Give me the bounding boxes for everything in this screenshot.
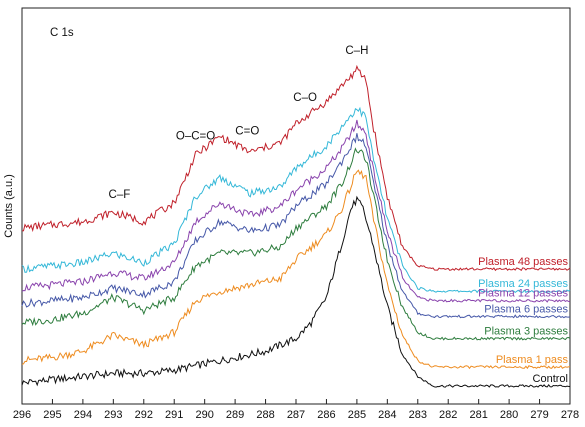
series-label: Plasma 12 passes [478,288,568,300]
series-label: Plasma 3 passes [484,326,568,338]
x-tick-label: 294 [74,409,92,421]
x-tick-label: 278 [561,409,579,421]
series-line-plasma-6-passes [21,133,571,319]
series-label: Plasma 6 passes [484,303,568,315]
series-line-plasma-24-passes [21,106,571,294]
x-tick-label: 296 [13,409,31,421]
peak-annotation: O–C=O [176,130,215,142]
series-line-plasma-12-passes [21,119,571,303]
peak-annotation: C–O [293,92,317,104]
peak-annotations: C–F O–C=O C=O C–O C–H [109,45,369,201]
x-tick-label: 281 [469,409,487,421]
x-tick-label: 295 [43,409,61,421]
y-axis-title: Counts (a.u.) [3,174,15,238]
peak-annotation: C=O [235,126,259,138]
series-layer [21,64,571,388]
series-line-control [21,195,571,388]
series-label: Control [533,373,568,385]
x-tick-label: 285 [348,409,366,421]
series-label: Plasma 1 pass [496,354,569,366]
panel-label: C 1s [50,27,74,39]
x-axis-ticks: 296 295 294 293 292 291 290 289 288 287 286 285 284 2… [13,399,579,421]
x-tick-label: 283 [409,409,427,421]
x-tick-label: 280 [500,409,518,421]
x-tick-label: 291 [165,409,183,421]
x-tick-label: 282 [439,409,457,421]
x-tick-label: 293 [104,409,122,421]
x-tick-label: 289 [226,409,244,421]
series-label: Plasma 48 passes [478,256,568,268]
series-line-plasma-1-pass [21,169,571,370]
x-tick-label: 284 [378,409,396,421]
peak-annotation: C–F [109,189,131,201]
x-tick-label: 287 [287,409,305,421]
x-tick-label: 290 [195,409,213,421]
x-tick-label: 288 [256,409,274,421]
x-tick-label: 286 [317,409,335,421]
x-tick-label: 292 [135,409,153,421]
x-tick-label: 279 [530,409,548,421]
series-label: Plasma 24 passes [478,278,568,290]
series-line-plasma-3-passes [21,147,571,341]
peak-annotation: C–H [345,45,368,57]
series-line-plasma-48-passes [21,64,571,272]
series-labels: Control Plasma 1 pass Plasma 3 passes Plasm… [478,256,568,385]
